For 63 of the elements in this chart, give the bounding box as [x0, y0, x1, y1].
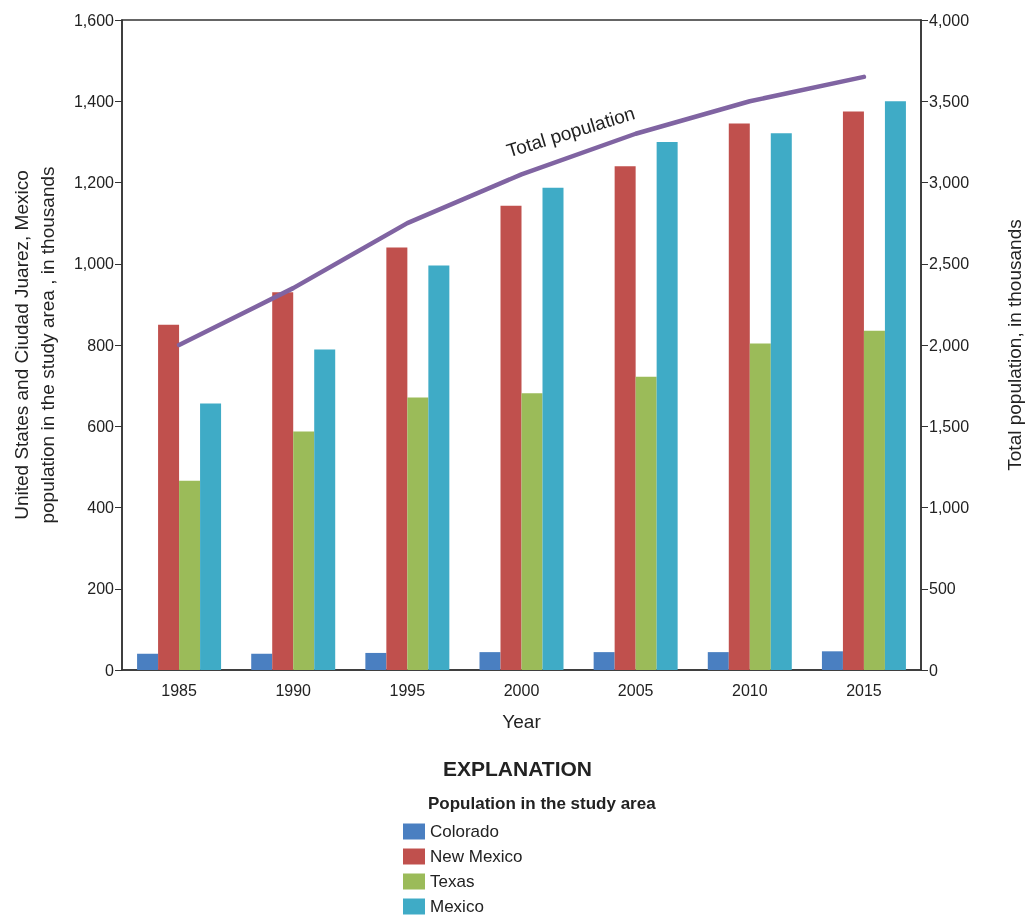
bar	[821, 651, 843, 670]
bar	[428, 265, 450, 670]
bar	[158, 324, 180, 670]
bar	[272, 292, 294, 670]
bar	[707, 652, 729, 670]
y-tick-label: 800	[87, 336, 115, 354]
y2-tick-label: 1,500	[929, 417, 970, 435]
y2-tick-label: 0	[929, 661, 938, 679]
bar	[137, 653, 159, 670]
y2-tick-label: 2,000	[929, 336, 970, 354]
bar	[314, 349, 336, 670]
x-tick-label: 2015	[846, 681, 882, 699]
bar	[479, 652, 501, 670]
bar	[656, 141, 678, 670]
bar	[179, 480, 201, 670]
y-tick-label: 1,000	[73, 255, 115, 273]
bar	[884, 101, 906, 670]
text: EXPLANATION	[443, 757, 592, 780]
y-tick-label: 600	[87, 417, 115, 435]
bar	[842, 111, 864, 670]
y-axis-title: United States and Ciudad Juarez, Mexico population in the study area , in thousands	[10, 166, 58, 524]
y-tick-label: 200	[87, 580, 115, 598]
bar	[500, 205, 522, 670]
legend-label: Mexico	[430, 897, 484, 916]
legend-title: Population in the study area	[428, 794, 657, 813]
x-tick-label: 1995	[389, 681, 426, 699]
line-series	[176, 74, 867, 348]
x-tick-label: 1990	[275, 681, 312, 699]
y-tick-label: 0	[105, 661, 115, 679]
legend-label: Texas	[430, 872, 475, 891]
y2-tick-label: 500	[929, 580, 956, 598]
bar	[749, 343, 771, 670]
bar	[521, 393, 543, 670]
y2-axis-title: Total population, in thousands	[1003, 219, 1025, 471]
legend-label: Colorado	[430, 822, 499, 841]
legend-label: New Mexico	[430, 847, 523, 866]
y-tick-label: 400	[87, 499, 115, 516]
y2-tick-label: 1,000	[929, 499, 970, 516]
bar	[200, 403, 222, 670]
bar	[407, 397, 429, 670]
bar	[542, 187, 564, 670]
bar	[251, 653, 273, 670]
x-tick-label: 2010	[731, 681, 768, 699]
x-tick-label: 2005	[617, 681, 654, 699]
y2-tick-label: 3,000	[929, 174, 970, 191]
y-tick-label: 1,400	[73, 92, 115, 110]
bar	[635, 376, 657, 670]
y2-tick-label: 3,500	[929, 92, 970, 110]
bar	[365, 652, 387, 670]
y2-tick-label: 4,000	[929, 11, 970, 29]
x-axis-title: Year	[502, 711, 542, 732]
x-tick-label: 2000	[503, 681, 540, 699]
bar	[770, 133, 792, 670]
bar	[614, 166, 636, 670]
y2-tick-label: 2,500	[929, 255, 970, 273]
y-tick-label: 1,200	[73, 174, 115, 191]
bar	[728, 123, 750, 670]
bar	[863, 330, 885, 670]
bar	[386, 247, 408, 670]
bar	[593, 652, 615, 670]
bar	[293, 431, 315, 670]
y-tick-label: 1,600	[73, 11, 115, 29]
x-tick-label: 1985	[161, 681, 197, 699]
